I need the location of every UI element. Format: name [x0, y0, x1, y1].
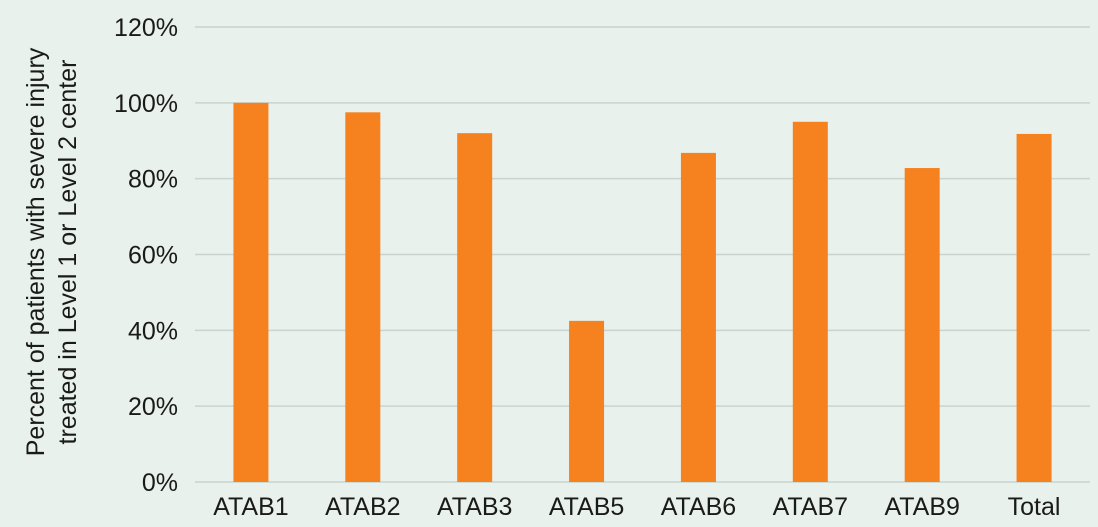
y-tick-label: 20% [128, 393, 178, 421]
bar-atab7 [792, 121, 828, 483]
y-axis-ticks: 0% 20% 40% 60% 80% 100% 120% [114, 14, 178, 497]
y-tick-label: 40% [128, 317, 178, 345]
y-axis-title-line-1: Percent of patients with severe injury [22, 47, 50, 456]
bars [233, 102, 1052, 483]
gridlines [195, 26, 1090, 483]
bar-total [1016, 133, 1052, 483]
y-axis-title: Percent of patients with severe injury t… [22, 47, 82, 456]
x-tick-label: ATAB2 [325, 493, 401, 521]
bar-atab5 [569, 320, 605, 482]
y-tick-label: 120% [114, 14, 178, 42]
x-tick-label: ATAB3 [437, 493, 513, 521]
y-tick-label: 80% [128, 166, 178, 194]
x-axis-ticks: ATAB1 ATAB2 ATAB3 ATAB5 ATAB6 ATAB7 ATAB9 Total [213, 493, 1060, 521]
bar-atab3 [457, 133, 493, 482]
x-tick-label: ATAB7 [773, 493, 849, 521]
x-tick-label: ATAB1 [213, 493, 289, 521]
y-tick-label: 100% [114, 90, 178, 118]
bar-atab1 [233, 102, 269, 482]
bar-atab9 [904, 168, 940, 483]
x-tick-label: ATAB6 [661, 493, 737, 521]
y-tick-label: 0% [142, 469, 178, 497]
y-axis-title-line-2: treated in Level 1 or Level 2 center [54, 60, 82, 445]
x-tick-label: Total [1008, 493, 1061, 521]
bar-atab6 [680, 152, 716, 482]
bar-atab2 [345, 112, 381, 482]
x-tick-label: ATAB9 [884, 493, 960, 521]
y-tick-label: 60% [128, 242, 178, 270]
x-tick-label: ATAB5 [549, 493, 625, 521]
